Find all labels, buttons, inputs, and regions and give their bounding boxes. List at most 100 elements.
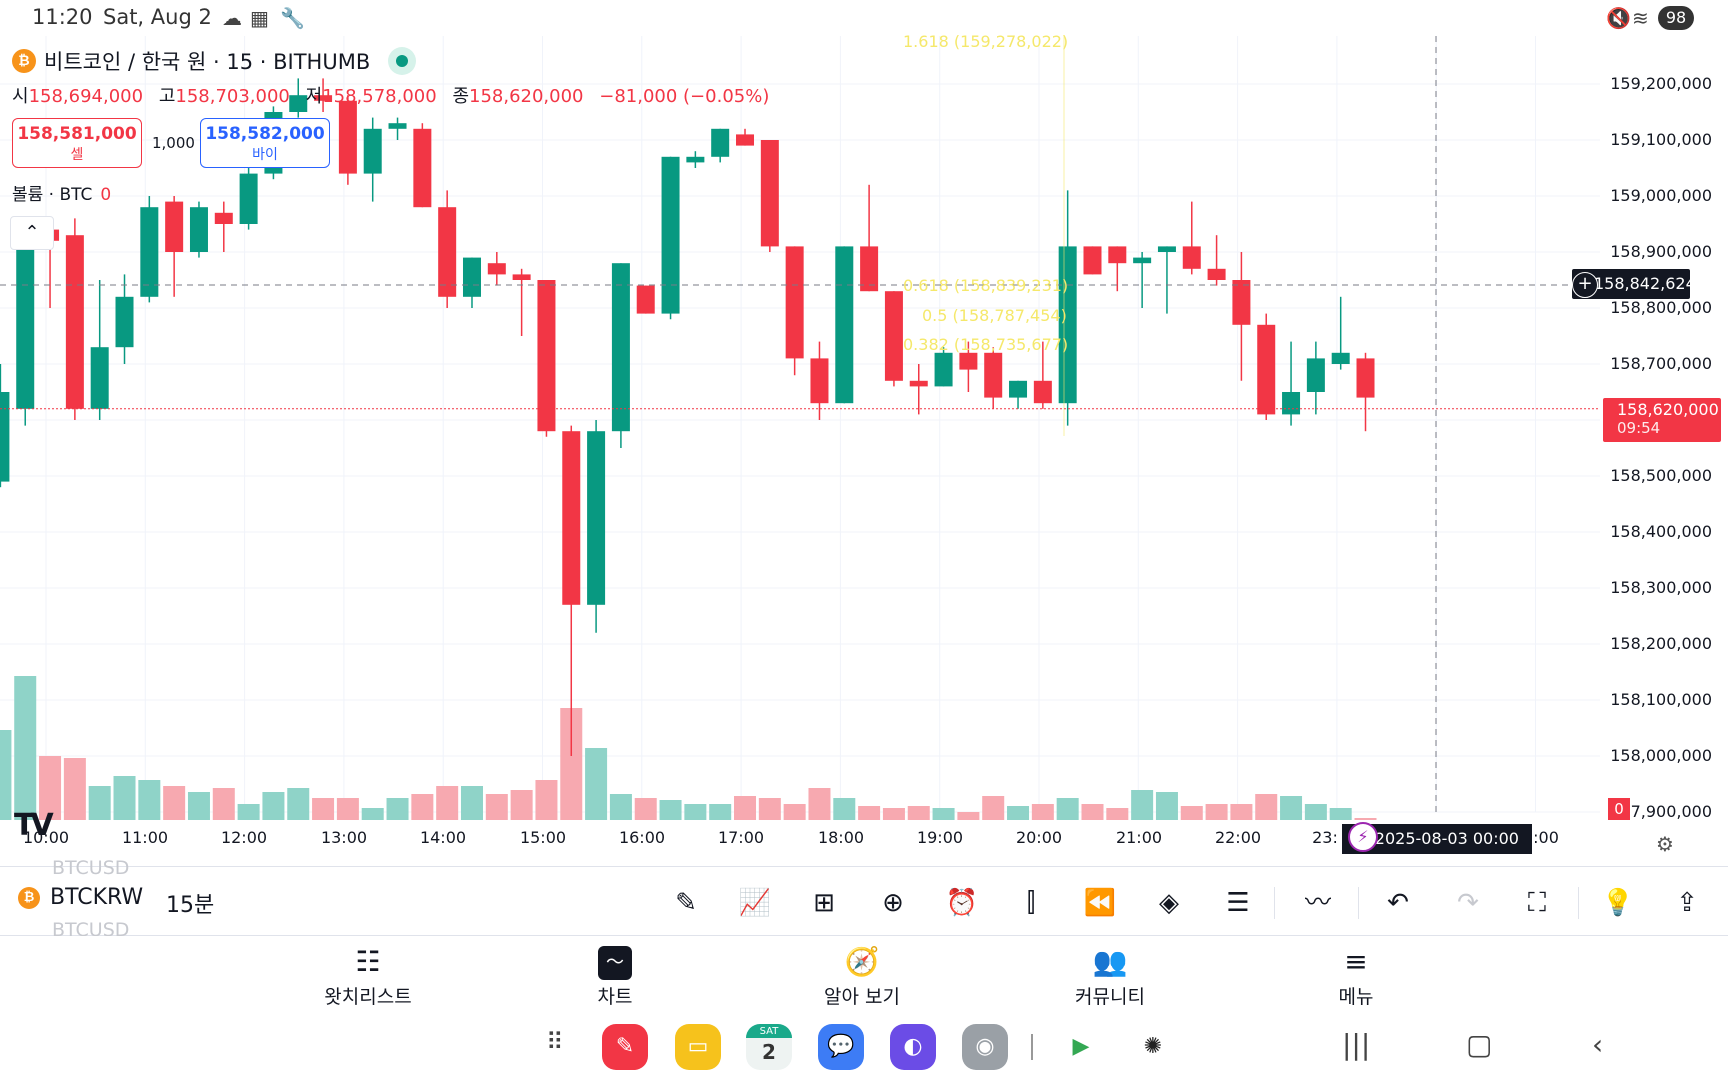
chevron-up-icon: ⌃ bbox=[24, 222, 40, 243]
open-value: 158,694,000 bbox=[28, 86, 144, 107]
candle-body bbox=[388, 123, 407, 129]
sell-button[interactable]: 158,581,000 셀 bbox=[12, 118, 142, 168]
candle-body bbox=[959, 352, 978, 370]
candle-body bbox=[438, 207, 457, 297]
time-tick: 12:00 bbox=[220, 828, 268, 847]
alarm-icon[interactable]: ⏰ bbox=[945, 888, 979, 918]
candle-body bbox=[636, 285, 655, 314]
volume-bar bbox=[1280, 796, 1303, 820]
ohlc-values: 시158,694,000 고158,703,000 저158,578,000 종… bbox=[12, 82, 779, 108]
price-chart[interactable] bbox=[0, 36, 1728, 861]
candles-icon[interactable]: ⫿ bbox=[1026, 888, 1036, 918]
notes-app-icon[interactable]: ✎ bbox=[602, 1024, 648, 1070]
volume-indicator-label[interactable]: 볼륨 · BTC 0 bbox=[12, 180, 111, 205]
mute-icon: 🔇 bbox=[1606, 6, 1631, 30]
close-label: 종 bbox=[452, 86, 469, 107]
candle-body bbox=[115, 296, 134, 348]
camera-app-icon[interactable]: ◉ bbox=[962, 1024, 1008, 1070]
candle-body bbox=[711, 128, 730, 157]
people-icon: 👥 bbox=[1092, 945, 1128, 978]
replay-icon[interactable]: ⏪ bbox=[1083, 888, 1117, 918]
candle-body bbox=[1257, 324, 1276, 415]
cloud-icon: ☁ bbox=[222, 6, 242, 30]
tradingview-logo[interactable]: TV bbox=[14, 808, 54, 843]
candle-body bbox=[1207, 268, 1226, 280]
trade-quantity[interactable]: 1,000 bbox=[152, 134, 195, 152]
candle-body bbox=[289, 95, 308, 112]
chatgpt-app-icon[interactable]: ✺ bbox=[1130, 1024, 1176, 1070]
messages-app-icon[interactable]: 💬 bbox=[818, 1024, 864, 1070]
buy-button[interactable]: 158,582,000 바이 bbox=[200, 118, 330, 168]
app-drawer-icon[interactable]: ⠿ bbox=[546, 1028, 564, 1056]
candle-body bbox=[487, 263, 506, 275]
grid-icon[interactable]: ⊞ bbox=[813, 888, 835, 918]
pencil-icon[interactable]: ✎ bbox=[675, 888, 697, 918]
candle-body bbox=[413, 128, 432, 208]
time-tick: 15:00 bbox=[519, 828, 567, 847]
volume-bar bbox=[982, 796, 1005, 820]
nav-menu[interactable]: ≡ 메뉴 bbox=[1286, 944, 1426, 1009]
low-label: 저 bbox=[305, 86, 323, 107]
chart-settings-icon[interactable]: ⚙ bbox=[1656, 832, 1674, 856]
nav-community[interactable]: 👥 커뮤니티 bbox=[1040, 944, 1180, 1009]
price-tick: 158,900,000 bbox=[1610, 242, 1712, 261]
chart-area[interactable]: ₿ 비트코인 / 한국 원 · 15 · BITHUMB 시158,694,00… bbox=[0, 32, 1728, 861]
candle-body bbox=[909, 380, 928, 387]
nav-watchlist[interactable]: ☷ 왓치리스트 bbox=[298, 944, 438, 1009]
time-tick: 19:00 bbox=[916, 828, 964, 847]
volume-bar bbox=[386, 798, 409, 820]
high-value: 158,703,000 bbox=[175, 86, 290, 107]
volume-bar bbox=[684, 804, 707, 820]
calendar-date: 2 bbox=[762, 1040, 776, 1064]
bitcoin-icon: ₿ bbox=[18, 886, 40, 909]
play-store-icon[interactable]: ▶ bbox=[1058, 1024, 1104, 1070]
candle-body bbox=[587, 431, 606, 605]
files-app-icon[interactable]: ▭ bbox=[675, 1024, 721, 1070]
calendar-app-icon[interactable]: SAT 2 bbox=[746, 1024, 792, 1070]
compare-icon[interactable]: 〰 bbox=[1304, 888, 1331, 918]
nav-explore[interactable]: 🧭 알아 보기 bbox=[792, 944, 932, 1009]
volume-bar bbox=[585, 748, 608, 820]
recent-apps-icon[interactable]: ||| bbox=[1342, 1028, 1371, 1061]
nav-label: 메뉴 bbox=[1338, 986, 1374, 1008]
symbol-selector[interactable]: ₿ BTCKRW bbox=[18, 885, 143, 910]
ideas-icon[interactable]: 💡 bbox=[1601, 888, 1635, 918]
volume-bar bbox=[1081, 804, 1104, 820]
home-icon[interactable]: ▢ bbox=[1466, 1028, 1493, 1061]
layers-icon[interactable]: ◈ bbox=[1159, 888, 1179, 918]
nav-label: 커뮤니티 bbox=[1075, 986, 1145, 1008]
symbol-header[interactable]: ₿ 비트코인 / 한국 원 · 15 · BITHUMB bbox=[12, 46, 417, 76]
symbol-ghost-below: BTCUSD bbox=[52, 919, 130, 941]
candle-body bbox=[860, 246, 879, 292]
settings-sliders-icon[interactable]: ☰ bbox=[1226, 888, 1250, 918]
flash-icon[interactable]: ⚡ bbox=[1348, 822, 1378, 852]
price-tick: 158,000,000 bbox=[1610, 746, 1712, 765]
volume-bar bbox=[361, 808, 384, 820]
price-tick: 159,000,000 bbox=[1610, 186, 1712, 205]
back-icon[interactable]: ‹ bbox=[1592, 1028, 1604, 1061]
interval-selector[interactable]: 15분 bbox=[166, 893, 215, 918]
undo-icon[interactable]: ↶ bbox=[1387, 888, 1409, 918]
candle-body bbox=[760, 140, 779, 247]
toolbar-divider bbox=[1358, 887, 1359, 919]
candle-body bbox=[462, 257, 481, 297]
status-time: 11:20 bbox=[32, 5, 93, 29]
volume-bar bbox=[1007, 806, 1030, 820]
add-icon[interactable]: ⊕ bbox=[882, 888, 904, 918]
collapse-legend-button[interactable]: ⌃ bbox=[10, 216, 54, 250]
share-icon[interactable]: ⇪ bbox=[1676, 888, 1698, 918]
add-order-plus-icon[interactable]: + bbox=[1572, 272, 1598, 298]
nav-chart[interactable]: 〜 차트 bbox=[545, 944, 685, 1009]
candle-body bbox=[1306, 358, 1325, 392]
symbol-title[interactable]: 비트코인 / 한국 원 · 15 · BITHUMB bbox=[44, 50, 371, 74]
candle-body bbox=[140, 207, 159, 297]
candle-body bbox=[1009, 380, 1028, 398]
indicators-icon[interactable]: 📈 bbox=[738, 888, 772, 918]
bottom-navigation: ☷ 왓치리스트 〜 차트 🧭 알아 보기 👥 커뮤니티 ≡ 메뉴 bbox=[0, 936, 1728, 1014]
fullscreen-icon[interactable]: ⛶ bbox=[1527, 888, 1547, 918]
redo-icon[interactable]: ↷ bbox=[1457, 888, 1479, 918]
browser-app-icon[interactable]: ◐ bbox=[890, 1024, 936, 1070]
candle-body bbox=[1133, 257, 1152, 264]
volume-bar bbox=[957, 812, 980, 820]
time-tick: 16:00 bbox=[618, 828, 666, 847]
